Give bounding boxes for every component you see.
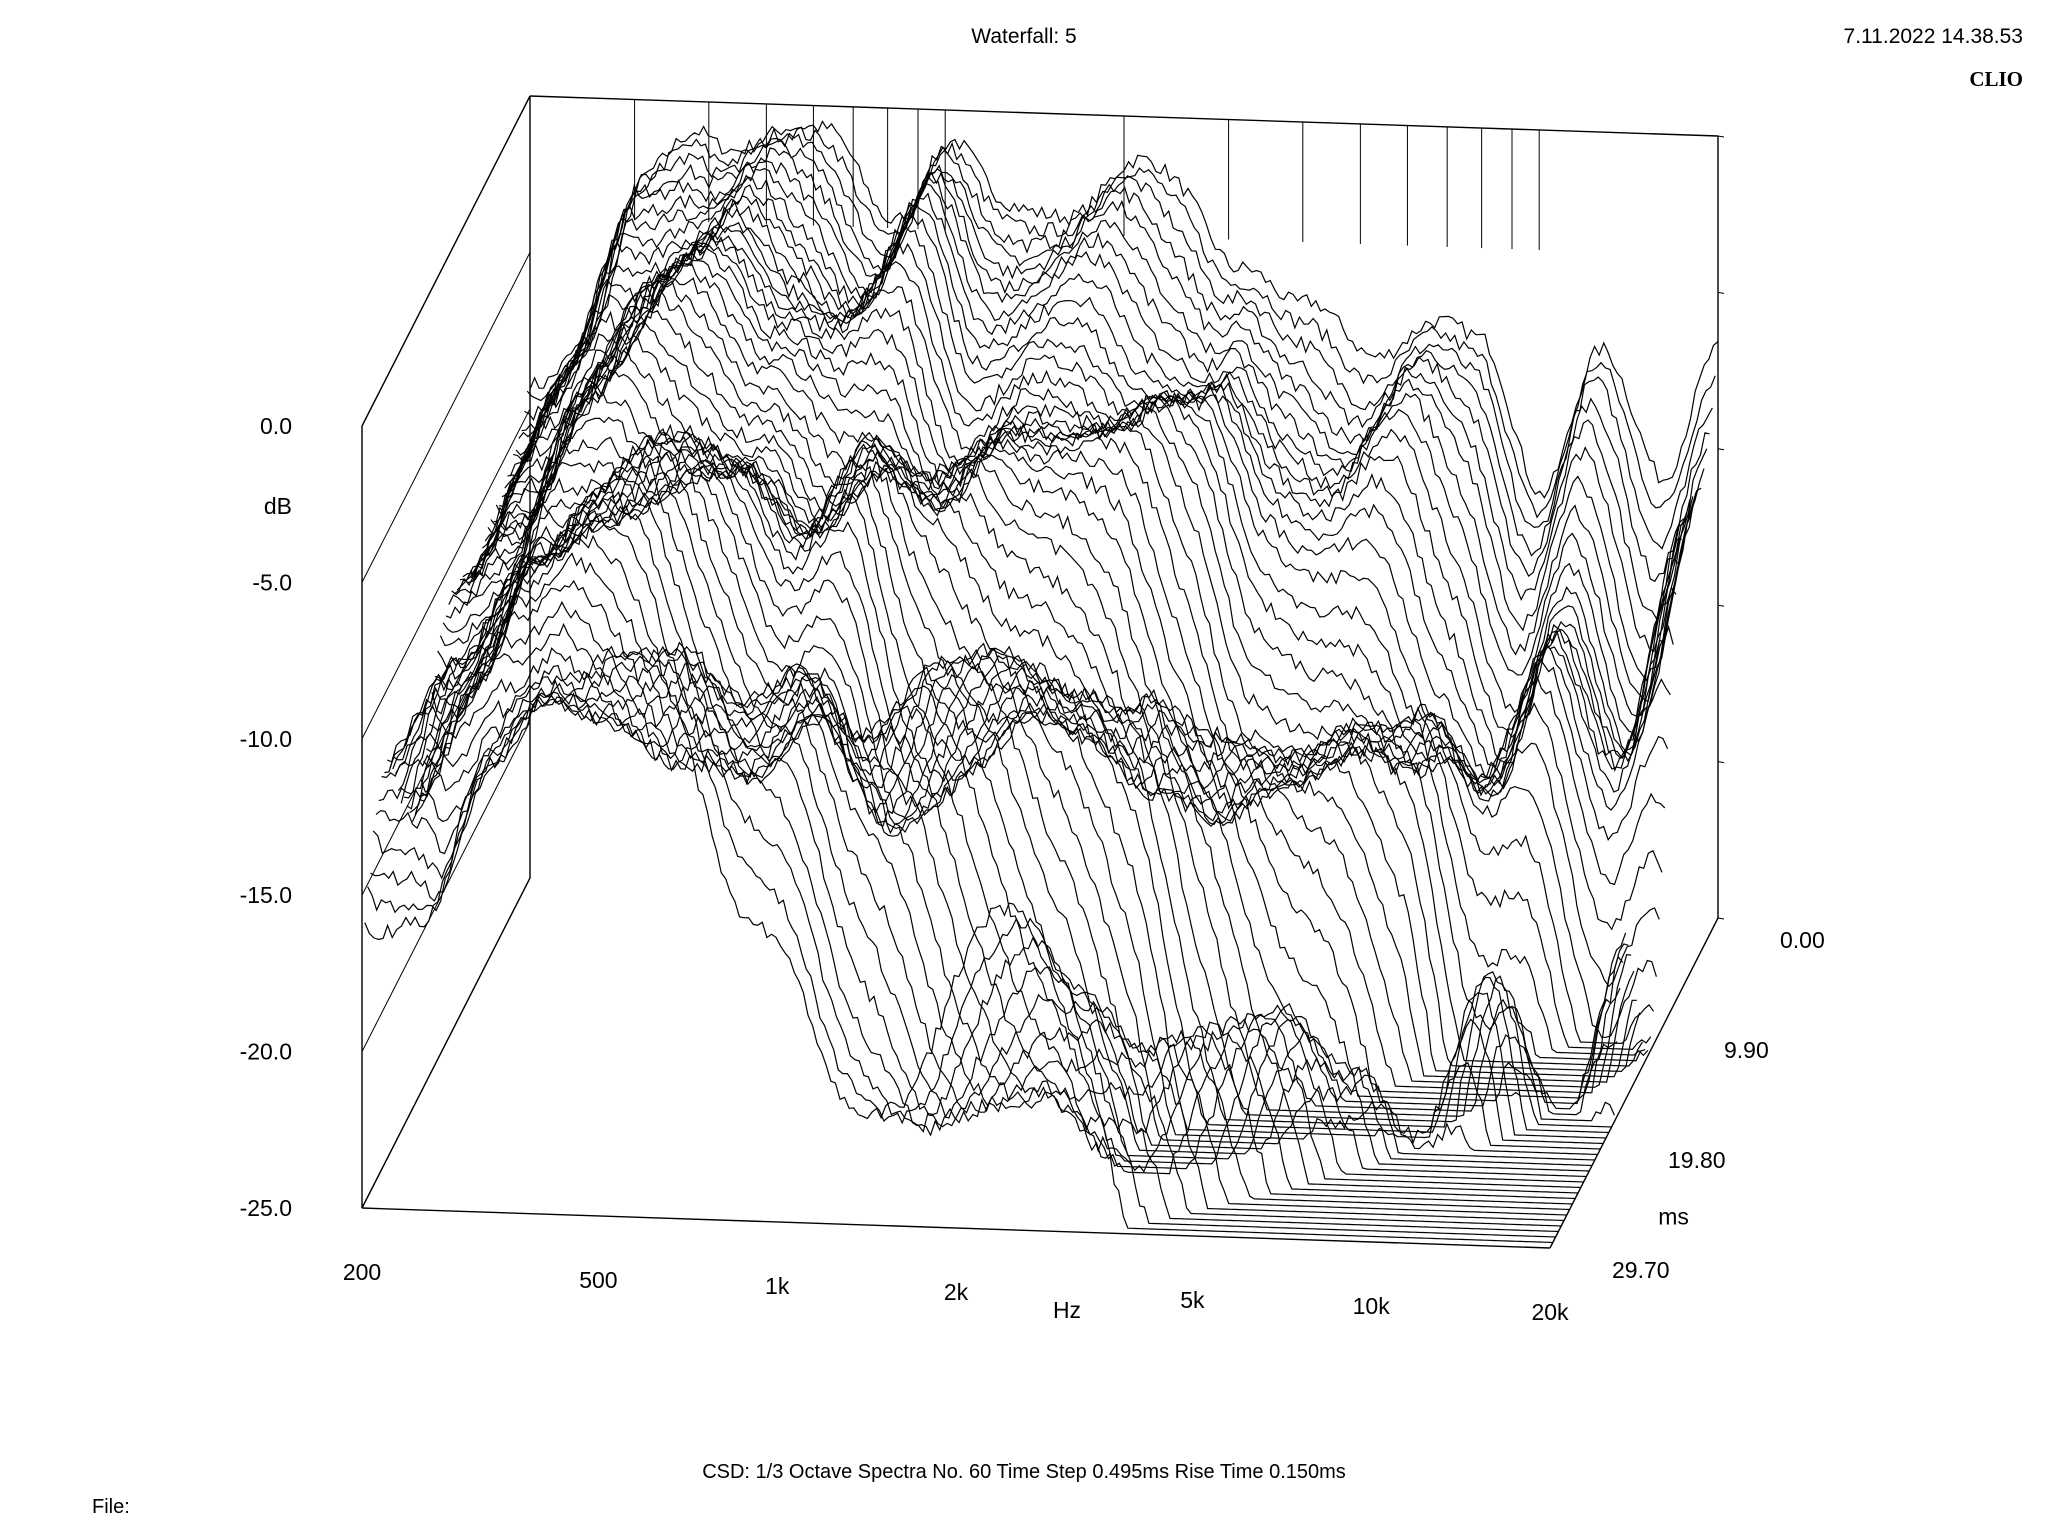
y-tick-label: -20.0: [240, 1039, 292, 1065]
spectrum-line: [518, 147, 1708, 621]
z-tick-label: 0.00: [1780, 927, 1825, 953]
spectrum-line: [417, 434, 1607, 1139]
csd-settings-info: CSD: 1/3 Octave Spectra No. 60 Time Step…: [702, 1461, 1346, 1483]
x-axis-label: Hz: [1053, 1297, 1081, 1323]
spectrum-line: [381, 671, 1570, 1211]
spectrum-line: [389, 622, 1579, 1194]
grid-db-tick-right: [1717, 448, 1725, 451]
x-tick-label: 10k: [1353, 1293, 1391, 1319]
spectrum-line: [473, 267, 1663, 931]
grid-db-line: [361, 877, 531, 1209]
spectrum-line: [428, 430, 1618, 1116]
x-tick-label: 200: [343, 1259, 381, 1285]
x-tick-label: 500: [579, 1267, 617, 1293]
y-tick-label: -15.0: [240, 882, 292, 908]
spectrum-line: [524, 132, 1713, 550]
spectrum-line: [501, 201, 1691, 757]
spectrum-line: [479, 255, 1669, 841]
spectrum-line: [409, 478, 1598, 1156]
spectrum-line: [406, 494, 1595, 1161]
spectrum-line: [465, 305, 1655, 1045]
grid-db-line: [361, 252, 531, 583]
spectrum-line: [403, 512, 1593, 1167]
spectrum-line: [400, 534, 1590, 1172]
spectrum-line: [442, 443, 1632, 1088]
x-tick-label: 5k: [1180, 1287, 1205, 1313]
grid-db-line: [361, 95, 531, 427]
spectrum-line: [484, 240, 1674, 795]
chart-title: Waterfall: 5: [971, 25, 1077, 48]
y-tick-label: -5.0: [252, 569, 292, 595]
x-tick-label: 1k: [765, 1273, 790, 1299]
spectrum-line: [431, 433, 1621, 1110]
grid-db-line: [361, 408, 531, 740]
spectrum-line: [370, 645, 1559, 1233]
y-tick-label: 0.0: [260, 413, 292, 439]
spectrum-line: [454, 369, 1643, 1067]
spectrum-line: [445, 436, 1635, 1083]
spectrum-line: [504, 195, 1694, 743]
spectrum-line: [459, 326, 1649, 1057]
spectrum-line: [529, 120, 1719, 499]
spectrum-line: [392, 600, 1581, 1189]
z-axis-label: ms: [1658, 1204, 1689, 1230]
spectrum-line: [364, 645, 1553, 1244]
spectrum-line: [495, 221, 1685, 780]
spectrum-line: [439, 453, 1629, 1094]
y-tick-label: -10.0: [240, 726, 292, 752]
spectrum-line: [467, 284, 1657, 1038]
spectrum-line: [423, 423, 1612, 1128]
timestamp: 7.11.2022 14.38.53: [1843, 25, 2023, 48]
y-axis-label: dB: [264, 493, 292, 519]
spectrum-line: [426, 430, 1615, 1122]
spectrum-line: [372, 641, 1562, 1227]
spectrum-line: [490, 235, 1680, 797]
spectrum-line: [521, 140, 1710, 583]
spectra-series: [364, 120, 1719, 1244]
x-tick-label: 2k: [944, 1279, 969, 1305]
grid-db-tick-right: [1717, 917, 1725, 920]
file-label: File:: [92, 1496, 130, 1518]
chart-grid: [361, 95, 1725, 1209]
z-tick-label: 29.70: [1612, 1257, 1670, 1283]
spectrum-line: [384, 665, 1573, 1205]
spectrum-line: [462, 315, 1652, 1051]
spectrum-line: [515, 160, 1705, 653]
spectrum-line: [482, 247, 1671, 811]
grid-db-tick-right: [1717, 604, 1725, 607]
spectrum-line: [493, 226, 1682, 790]
spectrum-line: [434, 440, 1624, 1105]
grid-db-tick-right: [1717, 761, 1725, 764]
spectrum-line: [509, 176, 1699, 703]
spectrum-line: [367, 646, 1556, 1238]
x-tick-label: 20k: [1531, 1299, 1569, 1325]
spectrum-line: [456, 345, 1646, 1062]
axis-labels: 0.0 -5.0 -10.0 -15.0 -20.0 -25.0 dB 200 500 1k 2k 5…: [240, 413, 1825, 1325]
spectrum-line: [526, 126, 1716, 519]
grid-db-tick-right: [1717, 291, 1725, 294]
spectrum-line: [411, 465, 1601, 1150]
spectrum-line: [470, 275, 1660, 988]
spectrum-line: [448, 416, 1637, 1078]
spectrum-line: [378, 661, 1567, 1216]
spectrum-line: [513, 168, 1702, 682]
spectrum-line: [375, 645, 1565, 1222]
grid-db-tick-right: [1717, 135, 1725, 138]
frame-front-floor-edge: [361, 1207, 1551, 1249]
z-tick-label: 9.90: [1724, 1037, 1769, 1063]
z-tick-label: 19.80: [1668, 1147, 1726, 1173]
spectrum-line: [397, 552, 1587, 1178]
y-tick-label: -25.0: [240, 1195, 292, 1221]
spectrum-line: [414, 447, 1604, 1145]
brand-logo: CLIO: [1969, 67, 2023, 91]
chart-frame: [361, 95, 1719, 1249]
